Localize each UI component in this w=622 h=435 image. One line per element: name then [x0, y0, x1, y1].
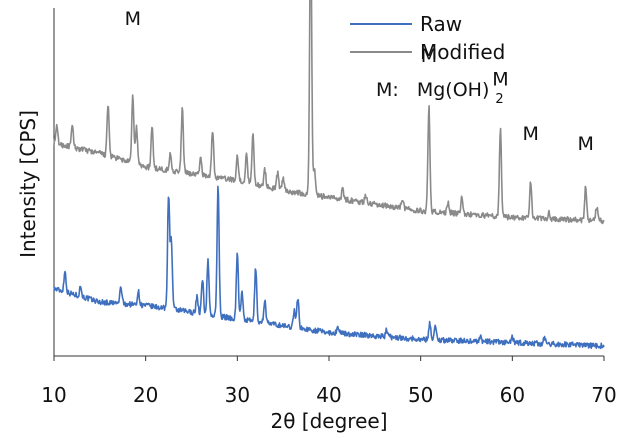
x-tick-label: 40: [316, 383, 341, 407]
x-tick-label: 70: [591, 383, 616, 407]
x-tick-label: 20: [133, 383, 158, 407]
legend-label-modified: Modified: [420, 40, 505, 64]
x-tick-marks: [53, 356, 605, 361]
phase-annotation-prefix: M:: [376, 79, 399, 101]
series-line-raw: [53, 185, 605, 350]
y-axis-title: Intensity [CPS]: [16, 110, 40, 258]
peak-label-m: M: [421, 45, 437, 67]
phase-annotation-subscript: 2: [495, 92, 503, 107]
x-tick-labels: 10 20 30 40 50 60 70: [41, 383, 616, 407]
phase-annotation: M: Mg(OH) 2: [376, 79, 504, 107]
peak-label-m: M: [522, 123, 538, 145]
phase-annotation-formula: Mg(OH): [417, 79, 490, 101]
legend: Raw Modified: [350, 12, 505, 64]
peak-label-m: M: [577, 133, 593, 155]
peak-labels: MMMMMM: [125, 8, 594, 155]
x-tick-label: 50: [408, 383, 433, 407]
x-tick-label: 30: [225, 383, 250, 407]
x-tick-label: 60: [500, 383, 525, 407]
x-axis-title: 2θ [degree]: [270, 409, 387, 433]
peak-label-m: M: [125, 8, 141, 30]
peak-label-m: M: [492, 69, 508, 91]
legend-label-raw: Raw: [420, 12, 462, 36]
series-lines: [53, 0, 605, 350]
x-tick-label: 10: [41, 383, 66, 407]
series-line-modified: [53, 0, 605, 225]
